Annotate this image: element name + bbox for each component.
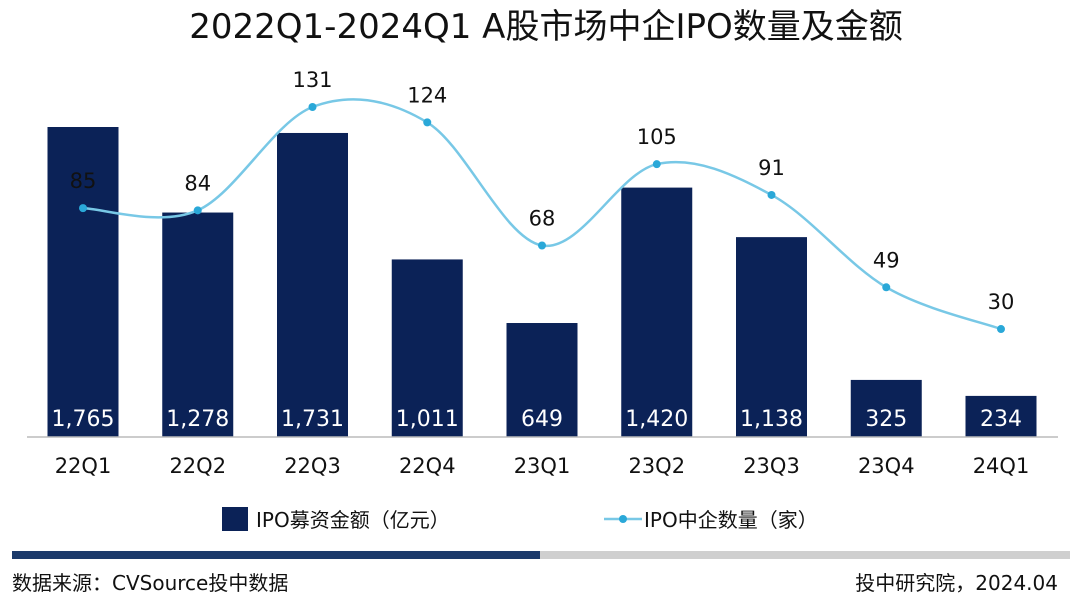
bar-23Q3: [736, 237, 807, 437]
bar-24Q1: [965, 395, 1037, 437]
line-value-label: 131: [292, 68, 332, 92]
line-value-label: 30: [988, 290, 1015, 314]
bar-value-label: 1,765: [52, 407, 115, 432]
footer-rule-light: [540, 551, 1070, 559]
line-point-22Q4: [423, 118, 432, 127]
bar-23Q2: [621, 187, 693, 437]
footer-credit: 投中研究院，2024.04: [855, 571, 1058, 595]
line-value-label: 49: [873, 248, 900, 272]
bar-23Q1: [506, 323, 578, 437]
line-value-label: 84: [184, 171, 211, 195]
bar-value-label: 1,278: [166, 407, 229, 432]
bar-value-label: 1,420: [625, 407, 688, 432]
legend: IPO募资金额（亿元） IPO中企数量（家）: [222, 507, 818, 532]
bar-value-label: 234: [980, 407, 1022, 432]
bar-22Q2: [162, 212, 234, 437]
legend-bar-label: IPO募资金额（亿元）: [256, 508, 450, 532]
footer-source: 数据来源：CVSource投中数据: [12, 571, 288, 595]
bar-22Q3: [277, 132, 348, 437]
x-tick-label: 22Q2: [169, 454, 226, 478]
line-series-points: 85 84 131 124 68 105 91 49 30: [70, 68, 1015, 334]
bar-22Q1: [47, 127, 119, 437]
line-value-label: 91: [758, 156, 785, 180]
line-point-23Q4: [882, 283, 891, 292]
legend-bar-swatch: [222, 507, 248, 531]
x-tick-label: 23Q2: [628, 454, 685, 478]
line-point-24Q1: [997, 325, 1005, 334]
bar-23Q4: [850, 379, 922, 437]
line-value-label: 68: [529, 207, 556, 231]
line-value-label: 85: [70, 169, 97, 193]
x-tick-label: 22Q3: [284, 454, 341, 478]
line-point-22Q1: [79, 204, 87, 213]
line-point-23Q1: [538, 241, 546, 250]
x-tick-label: 23Q3: [743, 454, 800, 478]
bar-22Q4: [391, 259, 463, 437]
line-value-label: 124: [407, 83, 447, 107]
bar-value-label: 1,138: [740, 407, 803, 432]
bar-value-label: 325: [865, 407, 907, 432]
x-axis-ticks: 22Q1 22Q2 22Q3 22Q4 23Q1 23Q2 23Q3 23Q4 24Q1: [55, 454, 1030, 478]
line-point-23Q2: [652, 160, 661, 169]
line-point-22Q3: [308, 103, 317, 111]
bar-series: 1,765 1,278 1,731 1,011 649 1,420 1,138 325 234: [47, 127, 1037, 437]
legend-line-label: IPO中企数量（家）: [644, 508, 818, 532]
bar-value-label: 1,011: [396, 407, 459, 432]
footer-rule-dark: [12, 551, 540, 559]
line-point-23Q3: [767, 190, 776, 199]
x-tick-label: 23Q1: [514, 454, 571, 478]
line-value-label: 105: [637, 125, 677, 149]
bar-value-label: 1,731: [281, 407, 344, 432]
chart-title: 2022Q1-2024Q1 A股市场中企IPO数量及金额: [189, 7, 902, 47]
x-tick-label: 23Q4: [858, 454, 915, 478]
line-point-22Q2: [193, 206, 202, 215]
x-tick-label: 24Q1: [973, 454, 1030, 478]
x-tick-label: 22Q4: [399, 454, 456, 478]
x-tick-label: 22Q1: [55, 454, 112, 478]
legend-line-marker: [619, 515, 627, 523]
bar-value-label: 649: [521, 407, 563, 432]
